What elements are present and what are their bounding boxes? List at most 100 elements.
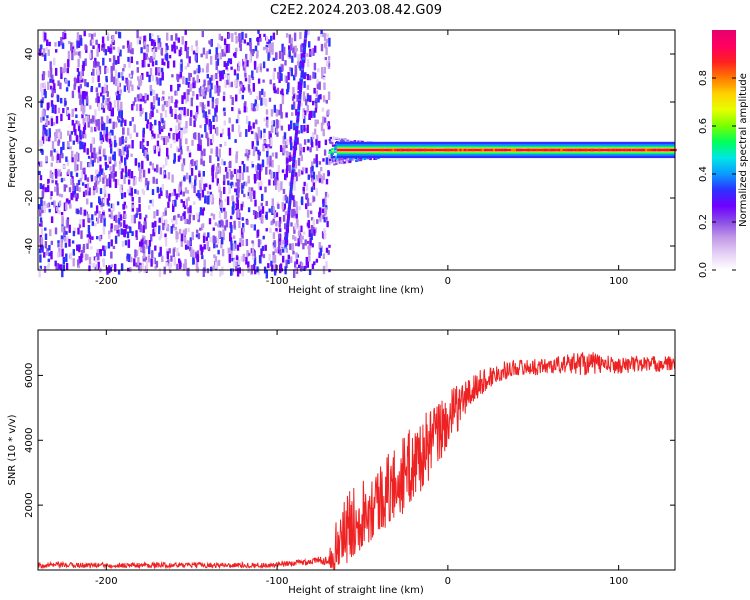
heatmap-cell <box>161 255 164 263</box>
heatmap-cell <box>83 91 86 100</box>
heatmap-cell <box>76 208 79 215</box>
heatmap-cell <box>54 260 57 267</box>
heatmap-cell <box>113 224 117 231</box>
heatmap-cell <box>162 223 165 231</box>
heatmap-cell <box>86 198 89 205</box>
heatmap-cell <box>200 176 203 184</box>
heatmap-cell <box>188 152 192 158</box>
heatmap-cell <box>265 35 269 42</box>
heatmap-cell <box>158 67 161 73</box>
heatmap-cell <box>49 229 52 237</box>
heatmap-cell <box>143 217 147 224</box>
heatmap-cell <box>285 75 288 83</box>
heatmap-cell <box>143 240 147 245</box>
heatmap-cell <box>102 172 105 177</box>
heatmap-cell <box>89 40 93 46</box>
heatmap-cell <box>47 265 50 270</box>
heatmap-cell <box>251 240 254 244</box>
heatmap-cell <box>103 130 106 138</box>
heatmap-cell <box>237 124 241 134</box>
heatmap-cell <box>120 71 124 78</box>
heatmap-cell <box>182 76 185 85</box>
heatmap-cell <box>328 151 331 154</box>
heatmap-cell <box>67 59 70 68</box>
heatmap-cell <box>251 50 254 57</box>
heatmap-cell <box>503 148 507 152</box>
heatmap-cell <box>273 211 277 218</box>
heatmap-cell <box>168 132 171 139</box>
heatmap-cell <box>344 138 347 141</box>
heatmap-cell <box>215 115 218 122</box>
heatmap-cell <box>249 38 252 46</box>
heatmap-cell <box>253 190 256 199</box>
heatmap-cell <box>118 218 121 225</box>
heatmap-cell <box>82 168 85 173</box>
heatmap-cell <box>252 122 255 129</box>
heatmap-cell <box>166 32 169 41</box>
heatmap-cell <box>312 218 315 227</box>
heatmap-cell <box>123 201 126 209</box>
heatmap-cell <box>200 157 203 165</box>
heatmap-cell <box>49 71 52 78</box>
heatmap-cell <box>300 225 303 233</box>
heatmap-cell <box>65 156 68 162</box>
heatmap-cell <box>86 189 89 196</box>
heatmap-cell <box>43 200 46 208</box>
heatmap-cell <box>227 127 230 137</box>
heatmap-cell <box>295 252 298 259</box>
heatmap-cell <box>581 148 584 152</box>
heatmap-cell <box>549 148 552 152</box>
heatmap-cell <box>44 187 47 193</box>
heatmap-cell <box>272 32 276 40</box>
heatmap-cell <box>199 91 202 97</box>
heatmap-cell <box>297 89 300 94</box>
heatmap-cell <box>271 206 274 215</box>
heatmap-cell <box>185 218 189 224</box>
heatmap-cell <box>248 88 251 93</box>
heatmap-cell <box>222 232 225 241</box>
heatmap-cell <box>183 177 186 181</box>
heatmap-cell <box>112 164 115 173</box>
heatmap-cell <box>407 148 410 152</box>
heatmap-cell <box>63 63 67 73</box>
heatmap-cell <box>222 181 226 186</box>
heatmap-cell <box>153 42 156 47</box>
heatmap-cell <box>228 185 231 194</box>
heatmap-cell <box>141 107 144 114</box>
heatmap-cell <box>236 200 239 209</box>
heatmap-cell <box>285 228 289 231</box>
heatmap-cell <box>612 148 615 152</box>
heatmap-cell <box>177 193 180 198</box>
heatmap-cell <box>44 233 48 240</box>
heatmap-cell <box>226 79 229 85</box>
heatmap-cell <box>140 239 143 247</box>
heatmap-cell <box>180 130 183 139</box>
heatmap-cell <box>173 188 176 193</box>
heatmap-cell <box>64 33 67 40</box>
heatmap-cell <box>275 52 278 60</box>
heatmap-cell <box>216 126 219 136</box>
heatmap-cell <box>304 239 307 246</box>
heatmap-cell <box>310 232 313 241</box>
heatmap-cell <box>203 93 207 99</box>
heatmap-cell <box>216 98 219 105</box>
heatmap-cell <box>95 97 98 103</box>
heatmap-cell <box>207 247 211 252</box>
heatmap-cell <box>170 95 174 104</box>
heatmap-cell <box>77 179 81 185</box>
heatmap-cell <box>233 259 236 267</box>
heatmap-cell <box>164 136 168 145</box>
y-tick-label: 0 <box>24 147 35 153</box>
heatmap-cell <box>318 242 321 250</box>
heatmap-cell <box>459 148 462 152</box>
heatmap-cell <box>156 186 159 193</box>
heatmap-cell <box>75 120 78 125</box>
heatmap-cell <box>101 168 104 175</box>
heatmap-cell <box>238 88 241 95</box>
heatmap-cell <box>241 94 244 100</box>
heatmap-cell <box>90 126 93 133</box>
heatmap-cell <box>313 158 316 164</box>
heatmap-cell <box>110 251 113 259</box>
heatmap-cell <box>327 56 331 61</box>
